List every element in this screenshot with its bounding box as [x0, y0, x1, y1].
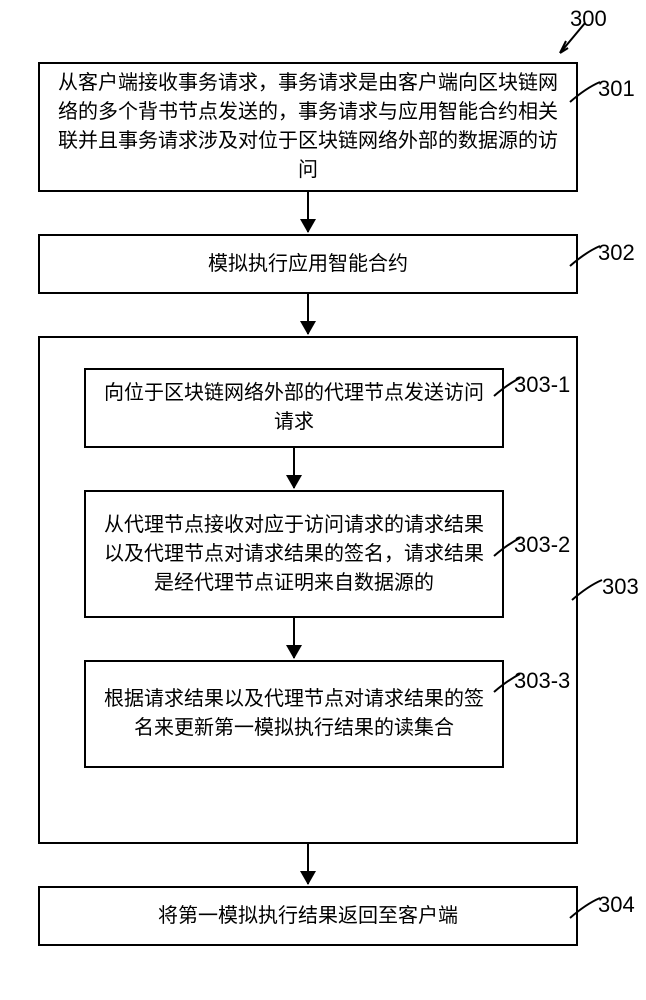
step-304-text: 将第一模拟执行结果返回至客户端	[158, 902, 458, 931]
step-303-2-box: 从代理节点接收对应于访问请求的请求结果以及代理节点对请求结果的签名，请求结果是经…	[84, 490, 504, 618]
step-303-3-text: 根据请求结果以及代理节点对请求结果的签名来更新第一模拟执行结果的读集合	[100, 685, 488, 743]
step-302-text: 模拟执行应用智能合约	[208, 250, 408, 279]
arrow-301-302	[307, 192, 309, 232]
flowchart-canvas: 300 从客户端接收事务请求，事务请求是由客户端向区块链网络的多个背书节点发送的…	[0, 0, 646, 1000]
step-303-2-leader	[490, 536, 524, 562]
step-304-leader	[566, 896, 606, 926]
step-304-box: 将第一模拟执行结果返回至客户端	[38, 886, 578, 946]
arrow-303-2-303-3	[293, 618, 295, 658]
arrow-302-303	[307, 294, 309, 334]
step-301-box: 从客户端接收事务请求，事务请求是由客户端向区块链网络的多个背书节点发送的，事务请…	[38, 62, 578, 192]
step-301-leader	[566, 80, 606, 110]
step-302-leader	[566, 244, 606, 274]
step-303-1-box: 向位于区块链网络外部的代理节点发送访问请求	[84, 368, 504, 448]
step-301-text: 从客户端接收事务请求，事务请求是由客户端向区块链网络的多个背书节点发送的，事务请…	[54, 69, 562, 185]
arrow-303-304	[307, 844, 309, 884]
figure-number-leader	[550, 18, 590, 58]
step-303-1-leader	[490, 376, 524, 402]
step-303-2-text: 从代理节点接收对应于访问请求的请求结果以及代理节点对请求结果的签名，请求结果是经…	[100, 511, 488, 598]
step-303-1-text: 向位于区块链网络外部的代理节点发送访问请求	[100, 379, 488, 437]
step-302-box: 模拟执行应用智能合约	[38, 234, 578, 294]
arrow-303-1-303-2	[293, 448, 295, 488]
step-303-leader	[568, 578, 608, 608]
step-303-3-box: 根据请求结果以及代理节点对请求结果的签名来更新第一模拟执行结果的读集合	[84, 660, 504, 768]
step-303-3-leader	[490, 672, 524, 698]
